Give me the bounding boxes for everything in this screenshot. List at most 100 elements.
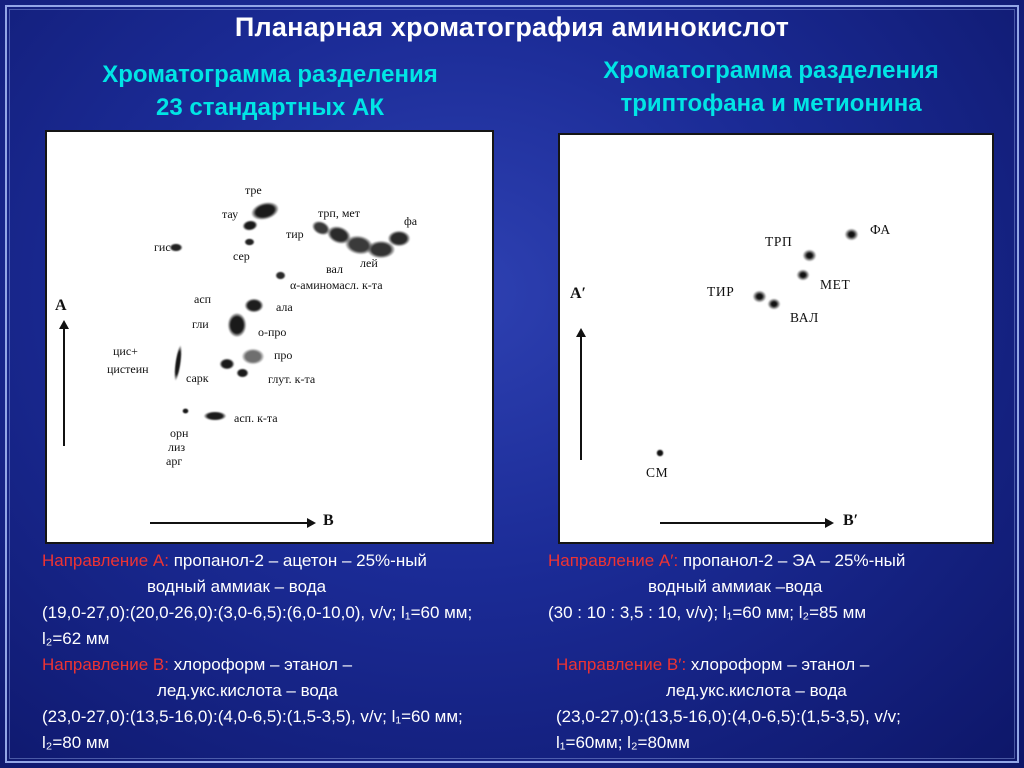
- direction-label: Направление А:: [42, 551, 169, 570]
- note-text: (19,0-27,0):(20,0-26,0):(3,0-6,5):(6,0-1…: [42, 603, 473, 622]
- note-text: хлороформ – этанол –: [169, 655, 353, 674]
- spot-label: лей: [360, 256, 378, 270]
- subtitle-right-line1: Хроматограмма разделения: [603, 57, 939, 84]
- note-line: водный аммиак –вода: [548, 574, 998, 600]
- subtitle-left-line2: 23 стандартных АК: [156, 94, 384, 121]
- note-text: хлороформ – этанол –: [686, 655, 870, 674]
- note-text: (30 : 10 : 3,5 : 10, v/v); l₁=60 мм; l₂=…: [548, 603, 867, 622]
- chromatogram-spot: [241, 347, 265, 365]
- spot-label: гис: [154, 240, 171, 254]
- chromatogram-spot: [842, 226, 860, 242]
- spot-label: α-аминомасл. к-та: [290, 278, 383, 292]
- spot-label: ФА: [870, 222, 891, 237]
- chromatogram-spot: [235, 368, 249, 378]
- x-axis-label: B: [323, 512, 334, 529]
- spot-label: тир: [286, 227, 304, 241]
- note-text: l₂=80 мм: [42, 733, 110, 752]
- note-line: водный аммиак – вода: [42, 574, 522, 600]
- note-text: l₂=62 мм: [42, 629, 110, 648]
- note-line: (19,0-27,0):(20,0-26,0):(3,0-6,5):(6,0-1…: [42, 600, 522, 626]
- subtitle-left-line1: Хроматограмма разделения: [102, 61, 438, 88]
- chromatogram-panel-left: А B тре тау гис сер тир трп, мет фа вал лей α-ами…: [45, 130, 494, 544]
- x-axis-arrow: [150, 518, 316, 528]
- chromatogram-spot: [172, 343, 184, 383]
- spot-label: тре: [245, 183, 262, 197]
- spot-label: сарк: [186, 371, 209, 385]
- chromatogram-spot: [243, 238, 255, 246]
- x-axis-label: B′: [843, 512, 859, 529]
- chromatogram-spot: [795, 268, 811, 282]
- chromatogram-spot: [800, 247, 818, 263]
- spot-label: вал: [326, 262, 343, 276]
- spot-label: орн: [170, 426, 189, 440]
- chromatogram-spot: [219, 358, 235, 370]
- notes-left: Направление А: пропанол-2 – ацетон – 25%…: [42, 548, 522, 756]
- note-line: Направление А: пропанол-2 – ацетон – 25%…: [42, 548, 522, 574]
- spot-label: арг: [166, 454, 183, 468]
- spot-label: ТРП: [765, 234, 793, 249]
- y-axis-arrow: [59, 320, 69, 446]
- spot-label: сер: [233, 249, 250, 263]
- note-line: [548, 626, 998, 652]
- y-axis-arrow: [576, 328, 586, 460]
- chromatogram-spot: [387, 229, 411, 247]
- chromatogram-spot: [244, 297, 264, 313]
- note-line: Направление А′: пропанол-2 – ЭА – 25%-ны…: [548, 548, 998, 574]
- spot-label: асп: [194, 292, 212, 306]
- note-text: пропанол-2 – ацетон – 25%-ный: [169, 551, 427, 570]
- chromatogram-panel-right: А′ B′ ТРП ФА МЕТ ТИР ВАЛ СМ: [558, 133, 994, 544]
- spot-label: гли: [192, 317, 209, 331]
- chromatogram-spot: [203, 411, 227, 421]
- note-line: (23,0-27,0):(13,5-16,0):(4,0-6,5):(1,5-3…: [42, 704, 522, 730]
- subtitle-right-line2: триптофана и метионина: [620, 90, 922, 117]
- spot-label: ТИР: [707, 284, 735, 299]
- note-line: l₂=80 мм: [42, 730, 522, 756]
- chromatogram-spot: [750, 288, 768, 304]
- x-axis-arrow: [660, 518, 834, 528]
- spot-label: МЕТ: [820, 277, 851, 292]
- note-line: (23,0-27,0):(13,5-16,0):(4,0-6,5):(1,5-3…: [548, 704, 998, 730]
- direction-label: Направление В′:: [556, 655, 687, 674]
- spot-label: асп. к-та: [234, 411, 278, 425]
- subtitle-right: Хроматограмма разделения триптофана и ме…: [545, 54, 997, 120]
- note-text: водный аммиак –вода: [648, 577, 823, 596]
- y-axis-label: А: [55, 297, 67, 314]
- chromatogram-spot: [227, 312, 247, 338]
- chromatogram-spot: [656, 449, 664, 457]
- spot-label: цис+: [113, 344, 138, 358]
- note-line: Направление В′: хлороформ – этанол –: [548, 652, 998, 678]
- note-text: водный аммиак – вода: [147, 577, 327, 596]
- note-line: l₁=60мм; l₂=80мм: [548, 730, 998, 756]
- y-axis-label: А′: [570, 285, 587, 302]
- note-text: (23,0-27,0):(13,5-16,0):(4,0-6,5):(1,5-3…: [556, 707, 901, 726]
- spot-label: фа: [404, 214, 418, 228]
- spot-label: о-про: [258, 325, 287, 339]
- chromatogram-spot: [181, 408, 189, 414]
- spot-label: лиз: [168, 440, 186, 454]
- note-text: лед.укс.кислота – вода: [666, 681, 847, 700]
- spot-label: про: [274, 348, 293, 362]
- spot-label: СМ: [646, 465, 669, 480]
- page-title: Планарная хроматография аминокислот: [234, 12, 790, 42]
- spot-label: тау: [222, 207, 239, 221]
- note-line: (30 : 10 : 3,5 : 10, v/v); l₁=60 мм; l₂=…: [548, 600, 998, 626]
- subtitle-left: Хроматограмма разделения 23 стандартных …: [35, 58, 505, 124]
- spot-label: ала: [276, 300, 293, 314]
- note-text: пропанол-2 – ЭА – 25%-ный: [678, 551, 906, 570]
- note-text: (23,0-27,0):(13,5-16,0):(4,0-6,5):(1,5-3…: [42, 707, 463, 726]
- notes-right: Направление А′: пропанол-2 – ЭА – 25%-ны…: [548, 548, 998, 756]
- chromatogram-spot: [274, 270, 286, 280]
- direction-label: Направление А′:: [548, 551, 679, 570]
- spot-label: глут. к-та: [268, 372, 316, 386]
- note-line: Направление В: хлороформ – этанол –: [42, 652, 522, 678]
- note-line: лед.укс.кислота – вода: [42, 678, 522, 704]
- chromatogram-spot: [766, 297, 782, 311]
- spot-label: ВАЛ: [790, 310, 819, 325]
- note-line: l₂=62 мм: [42, 626, 522, 652]
- spot-label: цистеин: [107, 362, 149, 376]
- note-text: лед.укс.кислота – вода: [157, 681, 338, 700]
- note-text: l₁=60мм; l₂=80мм: [556, 733, 690, 752]
- spot-label: трп, мет: [318, 206, 360, 220]
- direction-label: Направление В:: [42, 655, 169, 674]
